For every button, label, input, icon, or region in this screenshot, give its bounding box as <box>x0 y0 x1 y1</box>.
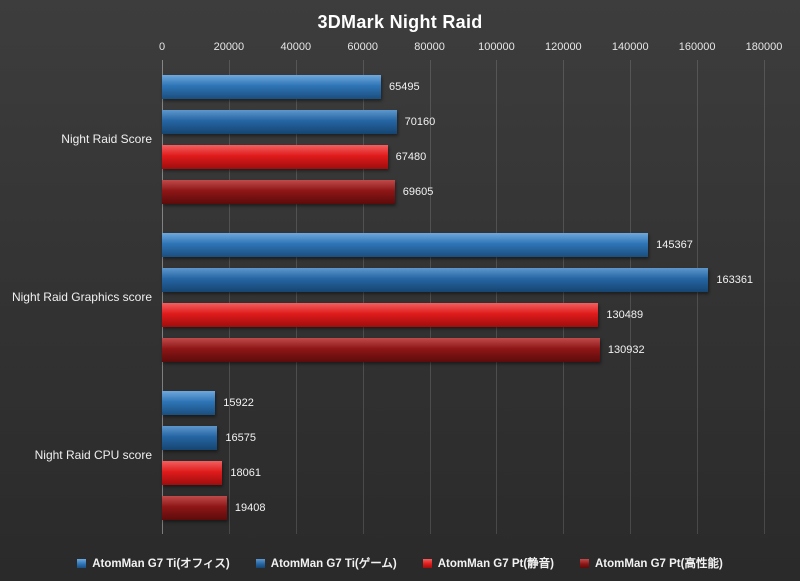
bar-row: 163361 <box>162 267 764 292</box>
bar-row: 16575 <box>162 425 764 450</box>
plot-groups: Night Raid Score 65495 70160 67480 69605 Nigh… <box>0 60 800 534</box>
x-axis-tick-label: 120000 <box>544 41 582 53</box>
gridline <box>362 60 364 534</box>
category-bars: 15922 16575 18061 19408 <box>162 390 764 520</box>
legend-label: AtomMan G7 Pt(静音) <box>437 558 554 570</box>
x-axis-tick-label: 100000 <box>478 41 515 53</box>
bar-value-label: 19408 <box>234 501 266 514</box>
legend-swatch <box>255 558 265 568</box>
bar-value-label: 67480 <box>395 150 427 163</box>
bar <box>162 144 388 169</box>
bar-row: 70160 <box>162 109 764 134</box>
gridline <box>295 60 297 534</box>
bar-row: 130932 <box>162 337 764 362</box>
bar-row: 19408 <box>162 495 764 520</box>
bar <box>162 302 599 327</box>
bar <box>162 232 649 257</box>
legend-swatch <box>580 558 589 568</box>
legend-item: AtomMan G7 Pt(高性能) <box>580 555 723 571</box>
legend-label: AtomMan G7 Pt(高性能) <box>595 558 723 570</box>
x-axis-tick-label: 160000 <box>678 41 716 53</box>
plot-area: Night Raid Score 65495 70160 67480 69605 Nigh… <box>0 60 800 534</box>
bar-row: 69605 <box>162 179 764 204</box>
category-bars: 145367 163361 130489 130932 <box>162 232 764 362</box>
bar <box>162 460 223 485</box>
bar-value-label: 130489 <box>606 308 644 321</box>
legend-swatch <box>77 558 87 568</box>
bar <box>162 267 709 292</box>
y-axis-line <box>162 60 163 534</box>
x-axis-tick-label: 80000 <box>414 41 445 53</box>
bar <box>162 425 218 450</box>
bar <box>162 179 395 204</box>
category-group: Night Raid Graphics score 145367 163361 130… <box>0 218 800 376</box>
bar-row: 18061 <box>162 460 764 485</box>
category-label: Night Raid CPU score <box>34 448 152 462</box>
bar-value-label: 65495 <box>389 80 420 93</box>
bar <box>162 390 216 415</box>
category-bars: 65495 70160 67480 69605 <box>162 74 764 204</box>
bar-value-label: 15922 <box>223 396 254 409</box>
gridline <box>630 60 632 534</box>
bar-row: 15922 <box>162 390 764 415</box>
bar-row: 65495 <box>162 74 764 99</box>
x-axis: 0 20000 40000 60000 80000 100000 120000 140000 1… <box>158 38 782 60</box>
x-axis-tick-label: 0 <box>158 41 166 53</box>
x-axis-tick-label: 40000 <box>280 41 312 53</box>
bar-value-label: 70160 <box>404 115 436 128</box>
bar <box>162 74 382 99</box>
bar <box>162 495 227 520</box>
bar-row: 145367 <box>162 232 764 257</box>
legend: AtomMan G7 Ti(オフィス) AtomMan G7 Ti(ゲーム) Ato… <box>0 555 800 571</box>
gridlines <box>162 60 765 534</box>
category-label: Night Raid Score <box>61 132 152 146</box>
gridline <box>764 60 765 534</box>
bar <box>162 337 600 362</box>
x-axis-tick-label: 60000 <box>347 41 378 53</box>
gridline <box>563 60 565 534</box>
gridline <box>228 60 230 534</box>
legend-swatch <box>422 558 432 568</box>
bar-value-label: 163361 <box>716 273 754 286</box>
bar-value-label: 69605 <box>402 185 434 198</box>
bar-value-label: 145367 <box>656 238 693 251</box>
legend-item: AtomMan G7 Pt(静音) <box>422 555 554 571</box>
x-axis-tick-label: 140000 <box>611 41 649 53</box>
x-axis-tick-label: 20000 <box>213 41 245 53</box>
legend-item: AtomMan G7 Ti(オフィス) <box>77 555 230 571</box>
chart-title: 3DMark Night Raid <box>317 12 483 32</box>
category-group: Night Raid CPU score 15922 16575 18061 19408 <box>0 376 800 534</box>
bar-row: 67480 <box>162 144 764 169</box>
legend-item: AtomMan G7 Ti(ゲーム) <box>255 555 397 571</box>
bar <box>162 109 397 134</box>
gridline <box>496 60 498 534</box>
x-axis-tick-label: 180000 <box>745 41 783 53</box>
bar-value-label: 16575 <box>225 431 257 444</box>
legend-label: AtomMan G7 Ti(ゲーム) <box>270 558 397 570</box>
bar-row: 130489 <box>162 302 764 327</box>
bar-value-label: 18061 <box>230 466 261 479</box>
gridline <box>697 60 699 534</box>
category-label: Night Raid Graphics score <box>11 290 152 304</box>
gridline <box>429 60 431 534</box>
legend-label: AtomMan G7 Ti(オフィス) <box>92 558 230 570</box>
category-group: Night Raid Score 65495 70160 67480 69605 <box>0 60 800 218</box>
bar-value-label: 130932 <box>607 343 645 356</box>
